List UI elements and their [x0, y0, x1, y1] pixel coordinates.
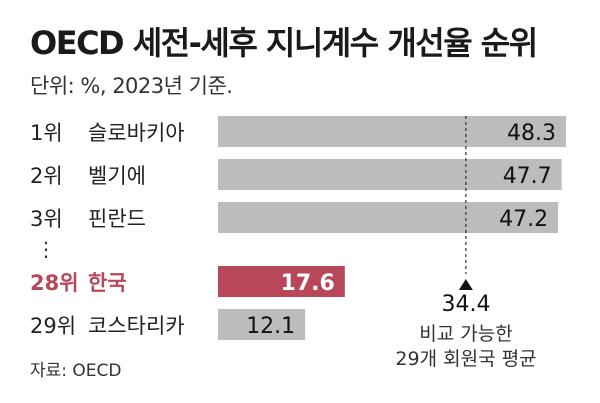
row-1-country-label: 슬로바키아 — [88, 121, 185, 145]
row-5-value-label: 12.1 — [246, 314, 295, 339]
row-1-value-label: 48.3 — [507, 121, 556, 146]
row-2-country-label: 벨기에 — [88, 164, 146, 188]
row-3-value-label: 47.2 — [499, 207, 548, 232]
row-3-country-label: 핀란드 — [88, 207, 146, 231]
row-4-value-label: 17.6 — [281, 271, 335, 296]
row-1-rank-label: 1위 — [30, 121, 63, 145]
average-marker-triangle — [458, 279, 473, 290]
row-3-rank-label: 3위 — [30, 207, 63, 231]
row-4-bar — [218, 266, 345, 297]
row-5-rank-label: 29위 — [30, 314, 76, 338]
unit-note: 단위: %, 2023년 기준. — [30, 74, 233, 98]
row-3-bar — [218, 202, 559, 233]
row-5-bar — [218, 309, 306, 340]
source-note: 자료: OECD — [30, 361, 122, 381]
gap-ellipsis: ⋮ — [36, 237, 56, 261]
row-2-value-label: 47.7 — [503, 164, 552, 189]
row-1-bar — [218, 116, 566, 147]
average-label: 비교 가능한 29개 회원국 평균 — [366, 322, 566, 372]
chart-title: OECD 세전-세후 지니계수 개선율 순위 — [30, 24, 538, 62]
average-label-line-1: 비교 가능한 — [419, 323, 513, 345]
row-2-rank-label: 2위 — [30, 164, 63, 188]
row-4-country-label: 한국 — [88, 271, 127, 295]
row-5-country-label: 코스타리카 — [88, 314, 185, 338]
row-4-rank-label: 28위 — [30, 271, 79, 295]
average-value-label: 34.4 — [441, 292, 491, 317]
average-label-line-2: 29개 회원국 평균 — [395, 348, 537, 370]
row-2-bar — [218, 159, 562, 190]
